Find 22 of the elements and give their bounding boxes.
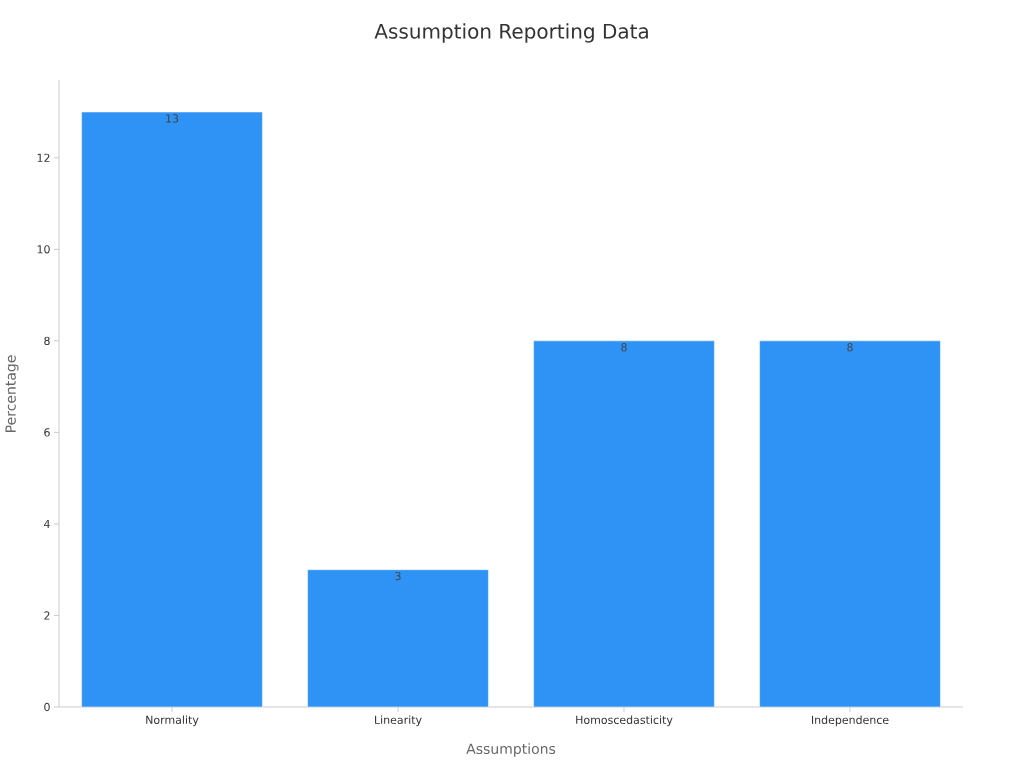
data-label: 3 xyxy=(395,571,401,581)
y-tick-label: 12 xyxy=(37,153,50,162)
x-tick-label: Independence xyxy=(811,715,889,727)
data-label: 13 xyxy=(166,114,179,123)
x-tick-label: Homoscedasticity xyxy=(576,715,673,727)
bar xyxy=(307,569,489,707)
bar xyxy=(759,340,941,707)
bar xyxy=(81,111,263,707)
y-axis-title: Percentage xyxy=(5,355,19,432)
y-tick-label: 10 xyxy=(37,245,50,254)
chart-title: Assumption Reporting Data xyxy=(374,23,648,43)
y-tick-label: 0 xyxy=(44,702,50,712)
y-tick-label: 4 xyxy=(44,519,50,528)
y-tick-label: 2 xyxy=(44,611,50,620)
bar xyxy=(533,340,715,707)
x-axis-title: Assumptions xyxy=(466,743,556,757)
x-tick-label: Normality xyxy=(146,715,199,727)
y-tick-label: 8 xyxy=(44,336,50,346)
x-tick-label: Linearity xyxy=(375,715,422,727)
data-label: 8 xyxy=(621,343,627,352)
y-tick-label: 6 xyxy=(44,428,50,437)
data-label: 8 xyxy=(847,343,853,352)
